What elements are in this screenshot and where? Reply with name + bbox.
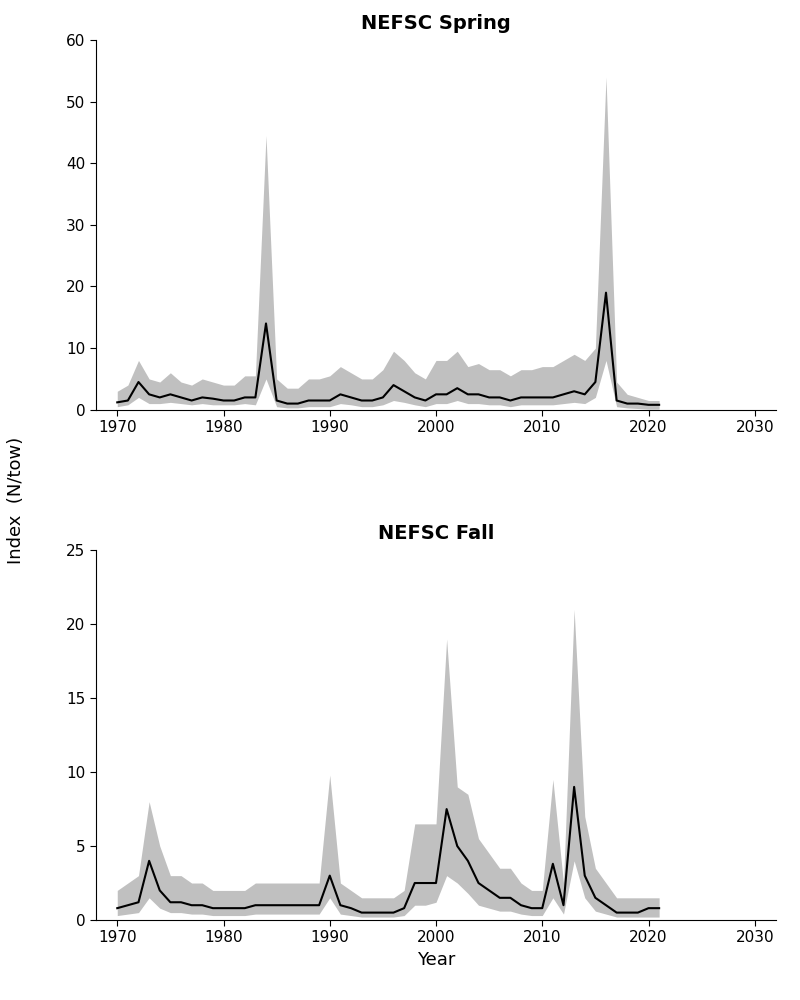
- X-axis label: Year: Year: [417, 951, 455, 969]
- Text: Index  (N/tow): Index (N/tow): [7, 436, 25, 564]
- Title: NEFSC Fall: NEFSC Fall: [378, 524, 494, 543]
- Title: NEFSC Spring: NEFSC Spring: [361, 14, 511, 33]
